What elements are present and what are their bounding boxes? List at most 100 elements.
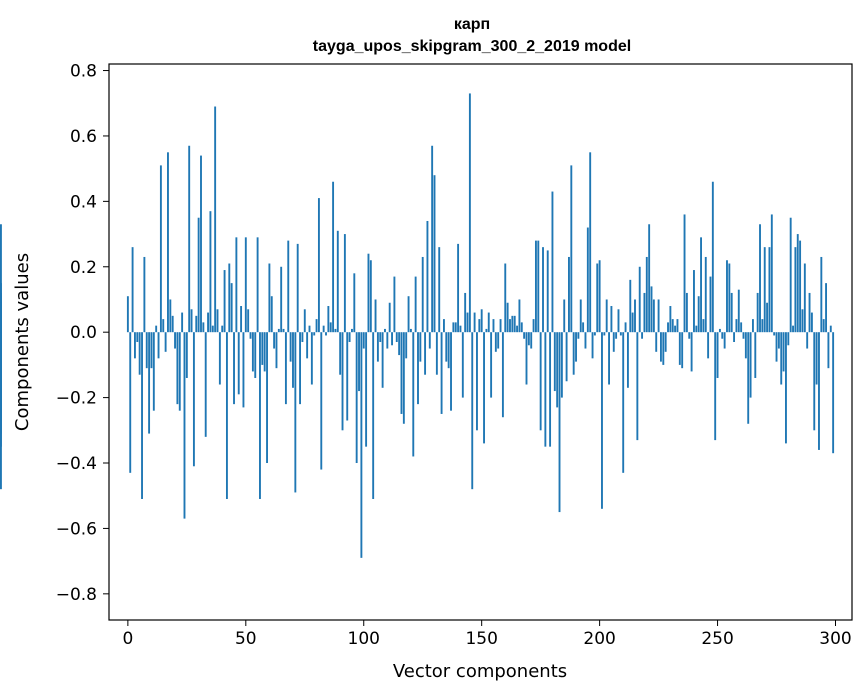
bar-81 (317, 198, 320, 333)
x-tick-label: 150 (465, 629, 497, 649)
bar-290 (810, 312, 813, 333)
bar-270 (763, 247, 766, 333)
bar-274 (773, 332, 776, 336)
bar-227 (662, 332, 665, 365)
bar-275 (775, 332, 778, 362)
bar-82 (320, 332, 323, 470)
bar-170 (527, 332, 530, 346)
bar-294 (820, 256, 823, 333)
bar-69 (289, 332, 292, 362)
bar-280 (787, 332, 790, 346)
y-tick-label: 0.2 (70, 258, 97, 278)
bar-177 (544, 332, 547, 447)
bar-20 (174, 332, 176, 349)
bar-176 (542, 247, 544, 333)
bar-164 (513, 315, 516, 333)
x-axis: 0 50 100 150 200 250 300 (122, 620, 852, 649)
bar-91 (341, 332, 344, 431)
bar-46 (235, 237, 238, 333)
bar-207 (615, 332, 618, 339)
bar-95 (351, 328, 353, 333)
bar-263 (747, 332, 750, 424)
bar-195 (586, 227, 589, 333)
bar-156 (494, 332, 497, 352)
bar-89 (336, 230, 339, 333)
bar-30 (197, 217, 200, 333)
bar-117 (402, 332, 405, 424)
bar-216 (636, 332, 639, 441)
bar-23 (181, 312, 184, 333)
bar-31 (200, 155, 202, 333)
bar-167 (520, 322, 523, 333)
bar-107 (379, 332, 382, 342)
bar-45 (233, 332, 235, 405)
bar-213 (629, 279, 632, 333)
bar-228 (664, 332, 667, 352)
bar-258 (735, 319, 738, 333)
bar-147 (473, 312, 476, 333)
bar-137 (450, 332, 452, 411)
bar-155 (492, 319, 495, 333)
bar-24 (183, 332, 186, 519)
bar-255 (728, 263, 731, 333)
bar-102 (367, 253, 370, 333)
bar-115 (398, 332, 401, 356)
y-tick-label: −0.2 (56, 389, 97, 409)
bar-52 (249, 332, 252, 339)
bar-146 (471, 332, 474, 490)
bar-212 (626, 332, 629, 388)
bar-135 (445, 332, 448, 362)
bar-104 (372, 332, 375, 499)
bar-193 (582, 322, 585, 333)
axes-frame (108, 63, 853, 621)
bar-35 (209, 211, 212, 333)
bar-249 (714, 332, 717, 441)
bar-92 (343, 234, 346, 333)
y-axis-title: Components values (12, 253, 33, 431)
bar-262 (744, 332, 747, 359)
bar-126 (424, 332, 427, 375)
bar-143 (464, 292, 467, 333)
bar-245 (704, 256, 707, 333)
bar-undefined (0, 224, 2, 333)
bar-62 (273, 332, 276, 349)
bar-27 (190, 309, 193, 333)
bar-14 (159, 165, 162, 333)
bar-133 (440, 332, 443, 414)
bar-248 (711, 181, 714, 333)
bar-59 (266, 332, 268, 464)
bar-40 (221, 325, 224, 333)
bar-189 (572, 332, 575, 375)
bar-49 (242, 332, 245, 408)
bar-145 (468, 93, 471, 333)
bar-36 (211, 325, 214, 333)
bar-199 (596, 263, 599, 333)
bar-240 (693, 270, 695, 333)
bar-19 (171, 315, 174, 333)
bar-210 (622, 332, 625, 473)
bar-292 (815, 332, 818, 385)
bar-18 (169, 299, 172, 333)
bar-286 (801, 309, 804, 333)
bar-277 (780, 332, 783, 385)
bar-66 (282, 328, 285, 333)
bar-281 (789, 217, 792, 333)
bar-219 (643, 292, 646, 333)
bar-85 (327, 306, 330, 333)
bar-178 (546, 250, 549, 333)
bar-231 (671, 319, 674, 333)
y-tick-label: 0.8 (70, 62, 97, 82)
bar-220 (645, 256, 648, 333)
bar-223 (652, 299, 655, 333)
bar-28 (192, 332, 195, 467)
bar-226 (660, 332, 662, 362)
bar-112 (391, 332, 393, 346)
bar-12 (155, 325, 158, 333)
bar-42 (225, 332, 228, 499)
bar-7 (143, 256, 146, 333)
bar-232 (674, 325, 677, 333)
bar-250 (716, 332, 719, 378)
bar-287 (803, 263, 806, 333)
bar-70 (292, 332, 294, 388)
